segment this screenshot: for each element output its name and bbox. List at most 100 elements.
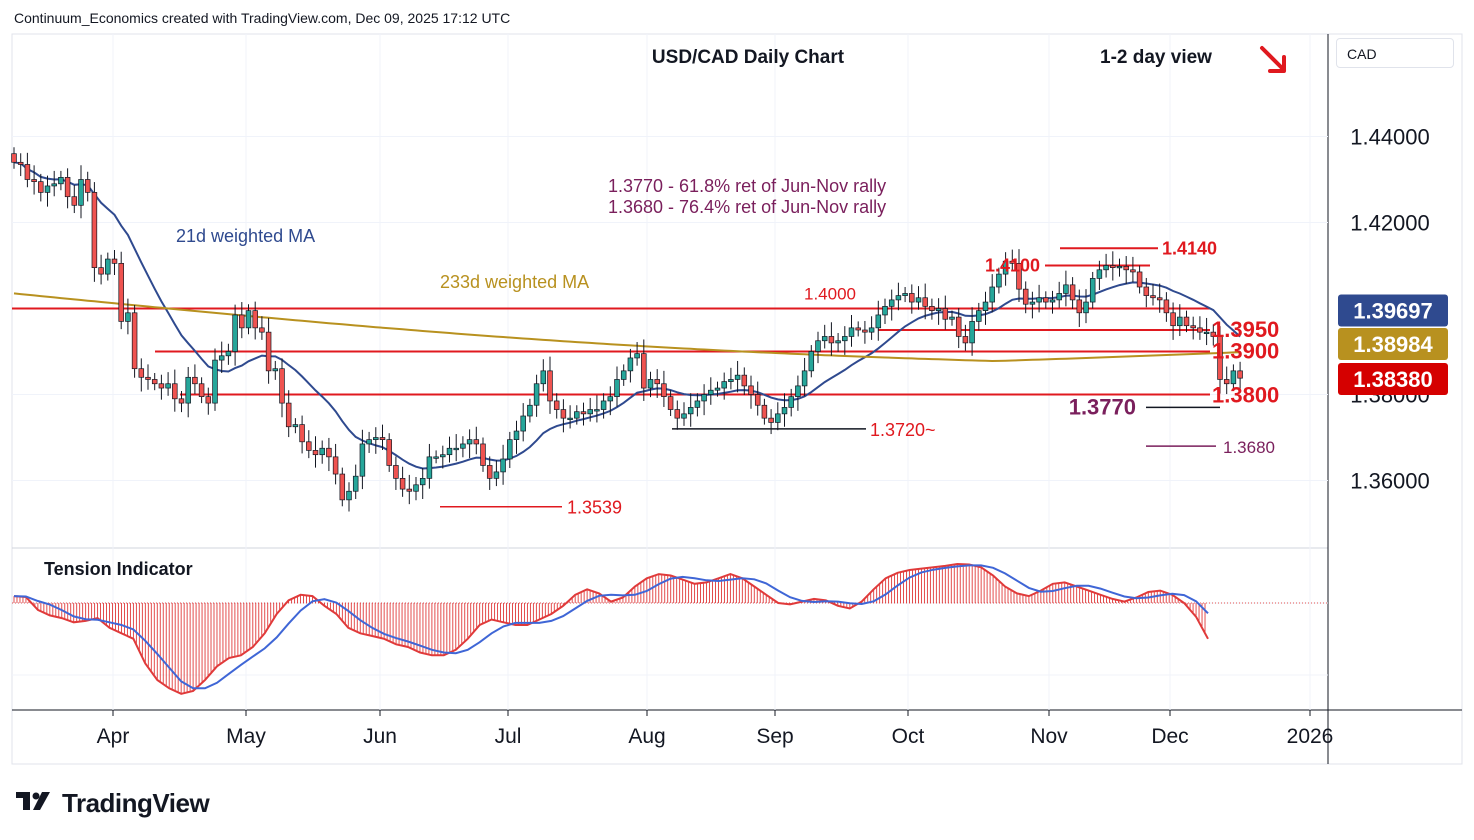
candle-body	[486, 465, 493, 479]
tradingview-logo-icon	[16, 788, 54, 819]
candle-body	[1076, 299, 1083, 314]
time-tick-label: Sep	[756, 725, 793, 748]
candle-body	[399, 478, 406, 490]
candle-body	[654, 379, 660, 385]
candle-body	[346, 490, 352, 501]
level-label: 1.3539	[567, 498, 622, 518]
candle-body	[125, 312, 131, 322]
price-tick-label: 1.44000	[1350, 125, 1430, 150]
candle-body	[31, 179, 37, 182]
candle-body	[996, 273, 1002, 288]
candle-body	[1116, 266, 1123, 269]
candle-body	[245, 310, 252, 329]
candle-body	[279, 368, 285, 404]
candle-body	[1009, 260, 1016, 264]
candle-body	[480, 443, 486, 466]
candle-body	[413, 484, 419, 492]
candle-body	[1130, 269, 1136, 273]
candle-body	[185, 376, 191, 404]
candle-body	[754, 394, 761, 406]
candle-body	[1123, 266, 1129, 271]
grid	[12, 34, 1328, 710]
view-label: 1-2 day view	[1100, 47, 1212, 68]
candle-body	[38, 181, 44, 193]
candle-body	[962, 336, 969, 344]
chart-title: USD/CAD Daily Chart	[652, 47, 845, 68]
candle-body	[795, 385, 801, 397]
time-tick-label: 2026	[1287, 725, 1334, 748]
time-tick-label: Oct	[892, 725, 925, 748]
level-label: 1.3800	[1212, 383, 1279, 408]
candle-body	[1043, 297, 1049, 303]
candle-body	[332, 456, 339, 475]
candle-body	[58, 177, 64, 185]
chart-frame	[11, 33, 1463, 765]
candle-body	[1183, 316, 1190, 327]
candle-body	[540, 370, 547, 385]
candle-body	[708, 389, 714, 395]
level-label: 1.3770	[1069, 394, 1136, 419]
candle-body	[547, 370, 553, 402]
candle-body	[145, 376, 151, 380]
candle-body	[701, 394, 707, 402]
candle-body	[574, 411, 580, 419]
candle-body	[1163, 299, 1170, 314]
candle-body	[567, 417, 573, 420]
retracement-note-2: 1.3680 - 76.4% ret of Jun-Nov rally	[608, 197, 886, 217]
candle-body	[285, 402, 292, 428]
candle-body	[239, 314, 245, 329]
candle-body	[393, 465, 399, 479]
candle-body	[895, 295, 902, 301]
candle-body	[728, 379, 734, 382]
candle-body	[165, 383, 171, 389]
tradingview-logo[interactable]: TradingView	[16, 788, 210, 819]
candle-body	[460, 443, 466, 449]
candle-body	[527, 404, 533, 417]
candle-body	[875, 314, 882, 329]
candle-body	[225, 351, 232, 357]
level-label: 1.3720~	[870, 420, 936, 440]
candle-body	[419, 478, 426, 486]
candle-body	[1096, 269, 1103, 279]
candle-body	[1197, 327, 1203, 333]
time-tick-label: Jun	[363, 725, 397, 748]
level-label: 1.4100	[985, 256, 1040, 276]
candle-body	[473, 439, 480, 445]
candle-body	[882, 306, 888, 316]
candle-body	[366, 439, 372, 445]
candle-body	[862, 329, 868, 333]
candle-body	[440, 454, 446, 458]
price-badge	[1338, 328, 1448, 360]
candle-body	[78, 179, 84, 206]
tension-fast-line	[13, 562, 1209, 695]
candle-body	[681, 413, 687, 419]
candle-body	[634, 353, 640, 359]
candle-body	[955, 316, 962, 337]
candle-body	[172, 383, 178, 400]
candle-body	[426, 456, 433, 479]
candle-body	[1069, 284, 1076, 301]
level-label: 1.3950	[1212, 317, 1279, 342]
candle-body	[218, 355, 225, 361]
time-tick-label: Apr	[97, 725, 130, 748]
candle-body	[1223, 379, 1230, 385]
tradingview-brand: TradingView	[62, 788, 210, 818]
chart-attribution: Continuum_Economics created with Trading…	[14, 10, 511, 26]
candle-body	[1089, 278, 1096, 303]
candle-body	[453, 447, 459, 451]
candle-body	[627, 357, 634, 372]
candle-body	[1002, 260, 1009, 275]
candle-body	[560, 409, 567, 419]
candle-body	[533, 383, 540, 406]
candle-body	[553, 400, 560, 410]
candle-body	[192, 376, 198, 385]
tension-title: Tension Indicator	[44, 559, 193, 579]
candle-body	[976, 310, 982, 322]
ma21-line	[13, 161, 1241, 470]
price-badge	[1338, 294, 1448, 327]
candle-body	[600, 400, 607, 410]
candle-body	[1177, 316, 1183, 327]
candle-body	[949, 316, 955, 320]
currency-selector[interactable]: CAD	[1336, 38, 1454, 68]
